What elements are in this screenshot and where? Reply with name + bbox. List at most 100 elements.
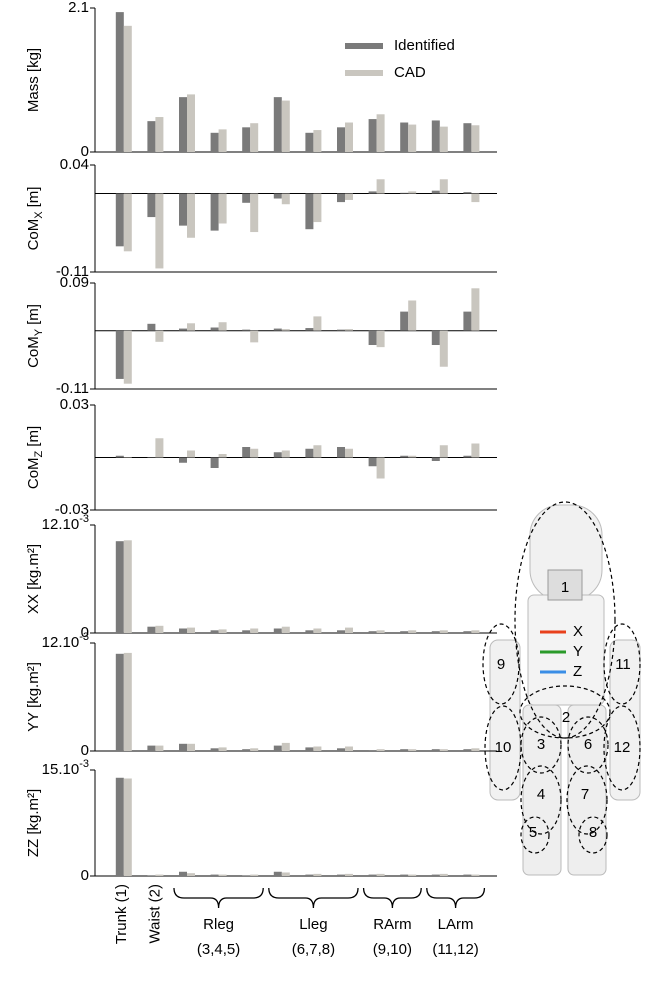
bar bbox=[368, 874, 377, 876]
bar bbox=[187, 94, 195, 152]
segment-label: 5 bbox=[529, 824, 537, 841]
y-tick-label: 0.09 bbox=[60, 274, 89, 291]
bar bbox=[179, 97, 187, 152]
bar bbox=[345, 329, 353, 331]
bar bbox=[471, 125, 480, 152]
bar bbox=[115, 653, 124, 751]
bar bbox=[376, 749, 385, 751]
bar bbox=[368, 631, 377, 633]
y-axis-label: YY [kg.m²] bbox=[25, 662, 42, 732]
bar bbox=[431, 457, 440, 461]
bar bbox=[187, 873, 195, 876]
bar bbox=[463, 192, 472, 194]
bar bbox=[155, 438, 164, 458]
y-axis-label: XX [kg.m²] bbox=[25, 544, 42, 614]
bar bbox=[210, 630, 219, 633]
bar bbox=[187, 450, 195, 458]
bar bbox=[368, 457, 377, 467]
bar bbox=[155, 745, 164, 751]
group-label: (3,4,5) bbox=[197, 941, 240, 958]
segment-label: 9 bbox=[497, 656, 505, 673]
segment-label: 2 bbox=[562, 709, 570, 726]
bar bbox=[471, 748, 480, 751]
bar bbox=[376, 630, 385, 633]
bar bbox=[281, 742, 290, 751]
tick-text: 12.10 bbox=[42, 516, 80, 533]
bar bbox=[439, 873, 448, 876]
bar bbox=[337, 127, 345, 152]
tick-text: 12.10 bbox=[42, 634, 80, 651]
bar bbox=[431, 874, 440, 876]
bar bbox=[210, 457, 219, 468]
bar bbox=[273, 328, 282, 331]
group-brace bbox=[362, 887, 422, 909]
bar bbox=[400, 455, 409, 458]
segment-label: 12 bbox=[614, 739, 631, 756]
bar bbox=[210, 874, 219, 876]
bar bbox=[210, 132, 219, 152]
bar bbox=[408, 455, 417, 458]
bar bbox=[408, 300, 417, 331]
bar bbox=[463, 749, 472, 751]
y-tick-label: 15.10-3 bbox=[42, 758, 89, 778]
bar bbox=[345, 746, 353, 751]
bar bbox=[115, 455, 124, 458]
tick-exponent: -3 bbox=[79, 758, 89, 770]
bar bbox=[345, 193, 353, 200]
bar bbox=[115, 777, 124, 876]
y-tick-label: 12.10-3 bbox=[42, 513, 89, 533]
bar bbox=[273, 193, 282, 199]
bar bbox=[179, 743, 187, 751]
y-axis-label: CoMX [m] bbox=[25, 187, 45, 251]
bar bbox=[313, 316, 322, 331]
tick-exponent: -3 bbox=[79, 513, 89, 525]
x-tick-label: Trunk (1) bbox=[113, 884, 130, 944]
y-tick-label: 0.03 bbox=[60, 396, 89, 413]
bar bbox=[123, 652, 132, 751]
y-label-unit: [m] bbox=[25, 426, 42, 447]
y-tick-label: 0.04 bbox=[60, 156, 89, 173]
tick-text: 0 bbox=[81, 624, 89, 641]
segment-label: 6 bbox=[584, 736, 592, 753]
bar bbox=[242, 749, 251, 751]
x-tick-label: Waist (2) bbox=[146, 884, 163, 943]
bar bbox=[431, 190, 440, 194]
y-tick-label: -0.11 bbox=[56, 263, 89, 280]
bar bbox=[345, 448, 353, 458]
bar bbox=[242, 447, 251, 458]
bar bbox=[408, 124, 417, 152]
bar bbox=[337, 193, 345, 203]
bar bbox=[242, 193, 251, 203]
y-axis-label: CoMZ [m] bbox=[25, 426, 45, 489]
y-label-text: ZZ [kg.m²] bbox=[25, 789, 42, 857]
bar bbox=[431, 749, 440, 751]
bar bbox=[463, 455, 472, 458]
bar bbox=[439, 126, 448, 152]
y-tick-label: 0 bbox=[81, 624, 89, 641]
bar bbox=[305, 132, 314, 152]
tick-text: -0.11 bbox=[56, 380, 89, 397]
axis-legend-label: Y bbox=[573, 643, 583, 660]
bar bbox=[123, 540, 132, 633]
y-label-text: CoM bbox=[25, 457, 42, 489]
axis-legend-label: X bbox=[573, 623, 583, 640]
bar bbox=[431, 631, 440, 633]
bar bbox=[408, 191, 417, 194]
bar bbox=[408, 874, 417, 876]
bar bbox=[368, 330, 377, 346]
y-tick-label: 0 bbox=[81, 742, 89, 759]
y-axis-label: ZZ [kg.m²] bbox=[25, 789, 42, 857]
bar bbox=[147, 745, 156, 751]
group-brace bbox=[426, 887, 486, 909]
bar bbox=[179, 457, 187, 463]
bar bbox=[281, 626, 290, 633]
bar bbox=[242, 329, 251, 331]
bar bbox=[408, 749, 417, 751]
y-tick-label: 0 bbox=[81, 143, 89, 160]
segment-label: 11 bbox=[615, 656, 631, 673]
legend-label: Identified bbox=[394, 37, 455, 54]
y-label-unit: [m] bbox=[25, 187, 42, 208]
bar bbox=[123, 457, 132, 458]
y-label-sub: Y bbox=[33, 328, 45, 336]
